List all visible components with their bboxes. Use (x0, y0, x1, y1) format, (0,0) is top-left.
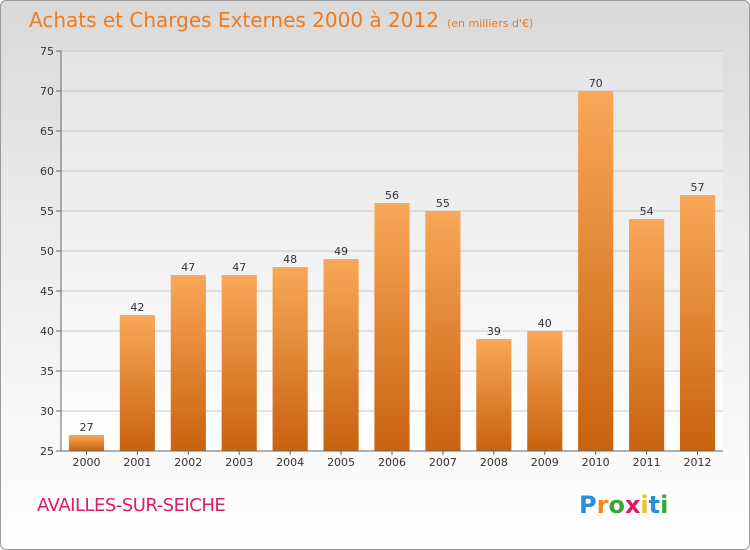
x-tick-label: 2009 (531, 456, 559, 469)
bar (527, 331, 563, 451)
y-tick-label: 35 (40, 365, 54, 378)
y-tick-label: 45 (40, 285, 54, 298)
logo-letter: i (640, 491, 649, 519)
y-tick-label: 65 (40, 125, 54, 138)
chart-title-block: Achats et Charges Externes 2000 à 2012 (e… (29, 8, 533, 32)
x-tick-label: 2000 (72, 456, 100, 469)
y-tick-label: 75 (40, 45, 54, 58)
bar (425, 211, 461, 451)
chart-subtitle: (en milliers d'€) (446, 17, 534, 30)
logo-letter: t (648, 491, 661, 519)
bar (629, 219, 665, 451)
axes: 25 30 35 40 45 50 55 60 65 70 75 2000 2001 2002 2003 20… (40, 45, 723, 469)
bar-value-label: 70 (589, 77, 603, 90)
bar (119, 315, 155, 451)
x-tick-label: 2005 (327, 456, 355, 469)
bar (578, 91, 614, 451)
logo-letter: x (624, 491, 641, 519)
bar (68, 435, 105, 451)
y-tick-label: 70 (40, 85, 54, 98)
x-tick-label: 2002 (174, 456, 202, 469)
x-tick-label: 2012 (684, 456, 712, 469)
proxiti-logo: Proxiti (579, 491, 668, 519)
bar-value-label: 27 (79, 421, 93, 434)
x-tick-label: 2007 (429, 456, 457, 469)
bar-value-label: 48 (283, 253, 297, 266)
bar-value-label: 39 (487, 325, 501, 338)
bar-value-label: 49 (334, 245, 348, 258)
x-tick-label: 2001 (123, 456, 151, 469)
bar (476, 339, 512, 451)
y-tick-label: 25 (40, 445, 54, 458)
bar (374, 203, 410, 451)
x-tick-label: 2010 (582, 456, 610, 469)
bar-value-label: 55 (436, 197, 450, 210)
bar-value-label: 47 (232, 261, 246, 274)
bar (323, 259, 359, 451)
bar-value-label: 47 (181, 261, 195, 274)
commune-name: AVAILLES-SUR-SEICHE (37, 495, 226, 516)
bar (679, 195, 716, 451)
y-tick-label: 50 (40, 245, 54, 258)
x-tick-label: 2003 (225, 456, 253, 469)
x-tick-label: 2006 (378, 456, 406, 469)
logo-letter: o (608, 491, 625, 519)
y-tick-label: 60 (40, 165, 54, 178)
bar-value-label: 56 (385, 189, 399, 202)
bar-value-label: 40 (538, 317, 552, 330)
y-tick-label: 55 (40, 205, 54, 218)
chart-title: Achats et Charges Externes 2000 à 2012 (29, 8, 439, 32)
bar (170, 275, 206, 451)
x-tick-label: 2008 (480, 456, 508, 469)
bar-value-label: 42 (130, 301, 144, 314)
bar (221, 275, 257, 451)
logo-letter: P (579, 491, 597, 519)
x-tick-label: 2004 (276, 456, 304, 469)
bar-value-label: 57 (691, 181, 705, 194)
y-tick-label: 30 (40, 405, 54, 418)
x-tick-label: 2011 (633, 456, 661, 469)
bars: 27 42 47 47 48 49 56 55 39 40 70 54 57 (68, 77, 716, 451)
bar-value-label: 54 (640, 205, 654, 218)
y-tick-label: 40 (40, 325, 54, 338)
logo-letter: r (596, 491, 609, 519)
logo-letter: i (660, 491, 669, 519)
bar (272, 267, 308, 451)
